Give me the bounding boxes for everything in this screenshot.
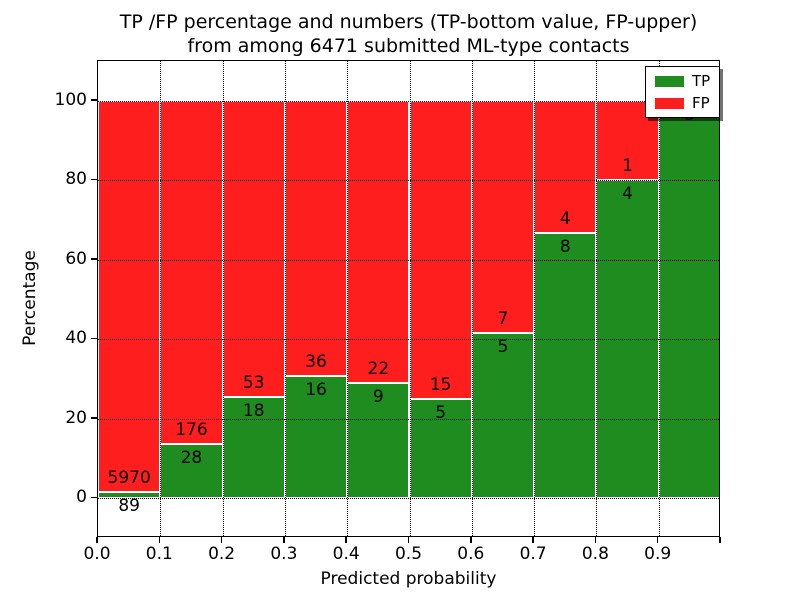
gridline-vertical	[409, 61, 411, 536]
x-tick-mark	[158, 537, 161, 543]
bar-fp-segment	[160, 100, 223, 444]
x-tick-label: 0.7	[519, 544, 547, 564]
plot-area: 59708917628531836162291557548145	[97, 60, 720, 537]
legend-row: TP	[655, 73, 710, 89]
bar-fp-segment	[98, 100, 161, 493]
tp-count-label: 89	[118, 496, 140, 517]
y-tick-label: 40	[65, 328, 87, 349]
tp-count-label: 16	[305, 379, 327, 400]
fp-count-label: 4	[559, 209, 571, 230]
bar-tp-segment	[160, 443, 223, 499]
x-tick-label: 0.4	[332, 544, 360, 564]
x-tick-label: 0.6	[457, 544, 485, 564]
x-tick-mark	[719, 537, 721, 543]
fp-count-label: 22	[367, 358, 390, 379]
fp-count-label: 1	[622, 156, 633, 177]
tp-legend-swatch	[655, 75, 684, 87]
fp-count-label: 36	[305, 351, 327, 372]
y-tick-mark	[91, 337, 97, 339]
x-tick-mark	[594, 537, 597, 543]
fp-legend-swatch	[655, 97, 684, 109]
x-tick-label: 0.2	[208, 544, 236, 564]
y-tick-mark	[91, 99, 97, 101]
bar-fp-segment	[409, 100, 472, 399]
fp-count-label: 15	[429, 374, 452, 395]
x-tick-mark	[532, 537, 534, 543]
x-tick-label: 0.1	[145, 544, 173, 564]
fp-count-label: 5970	[107, 468, 151, 489]
gridline-vertical	[284, 61, 286, 536]
bar-tp-segment	[284, 375, 348, 499]
gridline-vertical	[658, 61, 660, 536]
bar-fp-segment	[347, 100, 410, 383]
gridline-horizontal	[98, 339, 719, 341]
gridline-horizontal	[98, 100, 719, 102]
bar-fp-segment	[534, 100, 597, 234]
bar-tp-segment	[471, 332, 535, 499]
gridline-horizontal	[98, 418, 719, 420]
x-tick-label: 0.5	[394, 544, 423, 564]
chart-title-line2: from among 6471 submitted ML-type contac…	[187, 35, 630, 57]
y-tick-mark	[91, 178, 97, 180]
fp-count-label: 176	[175, 419, 208, 440]
x-tick-label: 0.0	[83, 544, 111, 564]
gridline-horizontal	[98, 498, 719, 500]
tp-count-label: 28	[180, 447, 203, 468]
gridline-vertical	[471, 61, 473, 536]
gridline-horizontal	[98, 180, 719, 182]
legend: TP FP	[645, 66, 721, 118]
x-tick-mark	[345, 537, 347, 543]
tp-count-label: 5	[435, 402, 447, 423]
x-tick-mark	[96, 537, 98, 543]
y-tick-mark	[91, 417, 97, 419]
x-tick-mark	[220, 537, 223, 543]
bar-tp-segment	[98, 492, 161, 499]
tp-count-label: 9	[372, 386, 384, 407]
x-tick-mark	[656, 537, 659, 543]
y-tick-label: 80	[65, 169, 87, 190]
legend-row: FP	[655, 95, 710, 111]
x-tick-label: 0.9	[644, 544, 672, 564]
bar-tp-segment	[658, 100, 719, 499]
bar-fp-segment	[222, 100, 285, 398]
x-tick-mark	[407, 537, 410, 543]
gridline-vertical	[596, 61, 598, 536]
x-tick-mark	[470, 537, 472, 543]
y-tick-label: 0	[76, 487, 87, 508]
bar-fp-segment	[284, 100, 348, 376]
gridline-vertical	[160, 61, 162, 536]
tp-count-label: 18	[242, 401, 265, 422]
y-tick-label: 20	[65, 407, 87, 428]
legend-label: FP	[692, 94, 710, 112]
y-tick-label: 60	[65, 248, 87, 269]
fp-count-label: 53	[242, 373, 265, 394]
x-tick-label: 0.3	[270, 544, 298, 564]
x-axis-label: Predicted probability	[320, 569, 497, 589]
x-tick-label: 0.8	[581, 544, 609, 564]
bar-tp-segment	[534, 233, 597, 499]
y-tick-mark	[91, 496, 97, 498]
y-tick-label: 100	[54, 89, 87, 110]
gridline-horizontal	[98, 259, 719, 261]
tp-count-label: 8	[559, 237, 571, 258]
gridline-vertical	[534, 61, 536, 536]
gridline-vertical	[347, 61, 349, 536]
chart-title: TP /FP percentage and numbers (TP-bottom…	[97, 10, 720, 58]
bar-fp-segment	[471, 100, 535, 333]
y-tick-mark	[91, 258, 97, 260]
tp-count-label: 4	[622, 184, 633, 205]
gridline-vertical	[222, 61, 224, 536]
x-tick-mark	[283, 537, 285, 543]
chart-title-line1: TP /FP percentage and numbers (TP-bottom…	[119, 11, 698, 33]
tp-count-label: 5	[497, 336, 509, 357]
legend-label: TP	[692, 72, 711, 90]
bar-tp-segment	[347, 382, 410, 499]
fp-count-label: 7	[497, 308, 509, 329]
